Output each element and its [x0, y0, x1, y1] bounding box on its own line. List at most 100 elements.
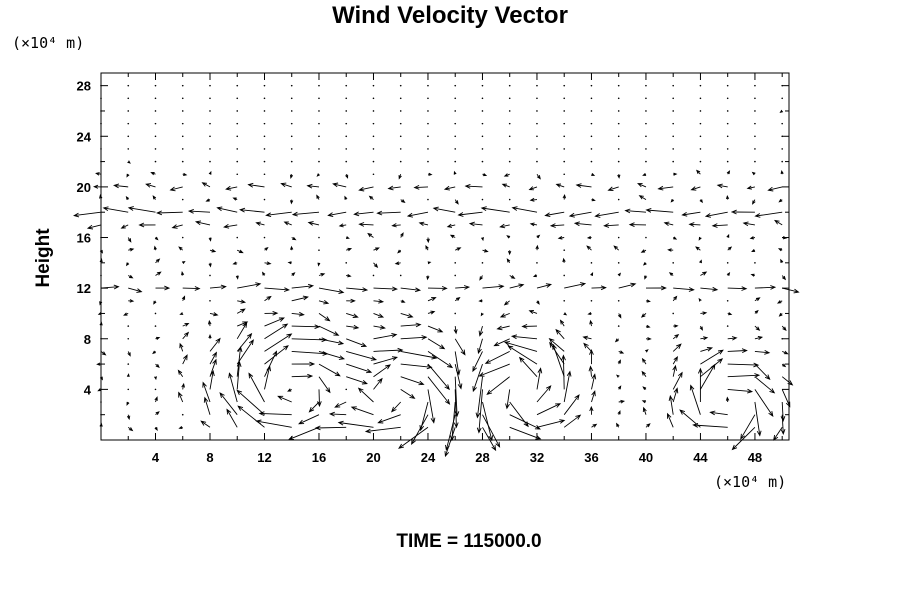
- wind-vector: [782, 287, 800, 294]
- wind-vector: [667, 412, 674, 428]
- wind-vector: [563, 312, 568, 316]
- wind-vector: [100, 122, 102, 125]
- wind-vector: [731, 426, 756, 451]
- wind-vector: [727, 312, 733, 316]
- wind-vector: [544, 211, 565, 218]
- wind-vector: [645, 207, 674, 213]
- wind-vector: [264, 333, 293, 352]
- wind-vector: [153, 300, 157, 305]
- wind-vector: [754, 350, 771, 355]
- wind-vector: [781, 84, 783, 87]
- wind-vector: [603, 223, 619, 228]
- wind-vector: [209, 358, 217, 377]
- wind-vector: [727, 336, 738, 341]
- wind-vector: [219, 392, 238, 415]
- wind-vector: [726, 135, 729, 138]
- wind-vector: [373, 299, 385, 304]
- wind-vector: [372, 173, 375, 176]
- wind-vector: [750, 273, 756, 277]
- wind-vector: [617, 110, 620, 112]
- wind-vector: [776, 300, 783, 304]
- wind-vector: [586, 236, 592, 240]
- wind-vector: [290, 148, 293, 150]
- wind-vector: [781, 389, 791, 408]
- wind-vector: [181, 135, 184, 138]
- wind-vector: [345, 236, 350, 240]
- wind-vector: [171, 224, 183, 229]
- wind-vector: [475, 376, 483, 419]
- wind-vector: [432, 206, 456, 213]
- wind-vector: [481, 160, 484, 163]
- wind-vector: [672, 364, 677, 377]
- wind-vector: [237, 249, 244, 254]
- wind-vector: [726, 233, 730, 238]
- wind-vector: [120, 224, 129, 229]
- wind-vector: [481, 84, 484, 87]
- wind-vector: [318, 110, 320, 112]
- wind-vector: [727, 246, 733, 251]
- wind-vector: [280, 182, 292, 188]
- wind-vector: [156, 210, 183, 216]
- y-tick-label: 16: [77, 231, 91, 246]
- wind-vector: [263, 160, 266, 163]
- wind-vector: [317, 262, 321, 267]
- wind-vector: [767, 186, 783, 192]
- wind-vector: [503, 173, 510, 177]
- wind-vector: [427, 297, 437, 302]
- wind-vector: [345, 97, 348, 100]
- wind-vector: [616, 374, 620, 378]
- wind-vector: [590, 299, 593, 302]
- wind-vector: [93, 184, 102, 189]
- wind-vector: [318, 313, 331, 322]
- y-tick-label: 12: [77, 281, 91, 296]
- wind-vector: [237, 282, 262, 289]
- wind-vector: [372, 135, 375, 138]
- wind-vector: [444, 427, 456, 458]
- wind-vector: [346, 287, 369, 292]
- wind-vector: [549, 223, 565, 228]
- wind-vector: [590, 84, 593, 87]
- wind-vector: [774, 219, 783, 226]
- wind-vector: [511, 206, 538, 213]
- wind-vector: [400, 335, 428, 340]
- wind-vector: [645, 324, 651, 328]
- wind-vector: [754, 122, 756, 125]
- wind-vector: [290, 97, 293, 100]
- wind-vector: [346, 350, 378, 361]
- wind-vector: [155, 285, 171, 291]
- wind-vector: [727, 348, 748, 354]
- wind-vector: [478, 363, 510, 377]
- wind-vector: [700, 336, 709, 341]
- wind-vector: [617, 385, 622, 390]
- wind-vector: [399, 110, 402, 112]
- wind-vector: [264, 350, 277, 377]
- wind-vector: [177, 369, 184, 377]
- wind-vector: [509, 283, 525, 289]
- wind-vector: [316, 194, 320, 200]
- wind-vector: [263, 122, 266, 125]
- wind-vector: [181, 271, 185, 276]
- wind-vector: [726, 325, 729, 327]
- wind-vector: [563, 173, 566, 176]
- wind-vector: [590, 148, 593, 150]
- wind-vector: [372, 274, 375, 277]
- wind-vector: [127, 97, 130, 100]
- wind-vector: [590, 122, 593, 125]
- wind-vector: [645, 285, 667, 291]
- wind-vector: [591, 373, 597, 390]
- x-tick-label: 40: [639, 450, 653, 465]
- wind-vector: [478, 299, 483, 303]
- wind-vector: [591, 198, 596, 202]
- wind-vector: [726, 299, 729, 302]
- wind-vector: [668, 272, 674, 276]
- wind-vector: [696, 169, 701, 175]
- wind-vector: [264, 317, 285, 327]
- wind-vector: [644, 275, 648, 280]
- wind-vector: [236, 389, 265, 416]
- wind-vector: [521, 323, 538, 329]
- wind-vector: [128, 299, 135, 303]
- wind-vector: [373, 262, 379, 269]
- wind-vector: [291, 295, 309, 302]
- wind-vector: [398, 426, 429, 449]
- wind-vector: [358, 186, 374, 192]
